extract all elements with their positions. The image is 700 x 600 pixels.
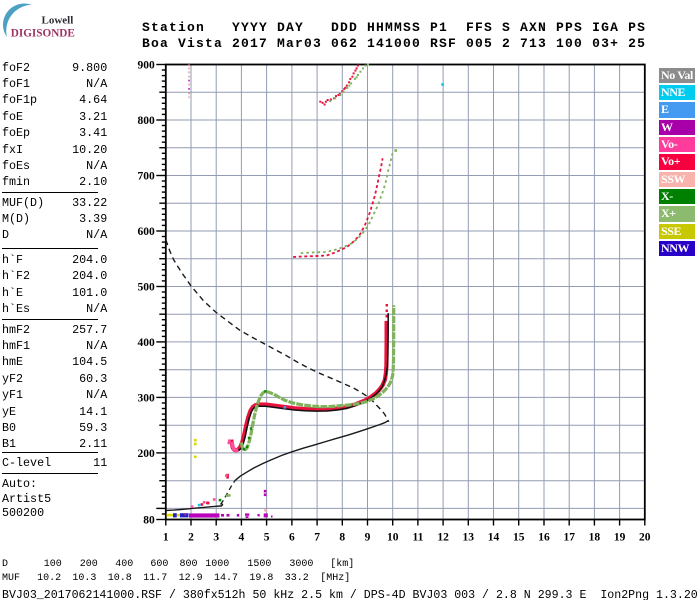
svg-text:700: 700 xyxy=(138,171,156,183)
svg-text:900: 900 xyxy=(138,60,156,72)
svg-text:10: 10 xyxy=(387,532,399,544)
svg-text:8: 8 xyxy=(339,532,345,544)
svg-text:7: 7 xyxy=(314,532,320,544)
svg-text:Lowell: Lowell xyxy=(42,15,74,27)
svg-text:600: 600 xyxy=(138,226,156,238)
svg-text:500: 500 xyxy=(138,282,156,294)
svg-text:2: 2 xyxy=(188,532,194,544)
svg-text:800: 800 xyxy=(138,115,156,127)
svg-text:16: 16 xyxy=(538,532,550,544)
svg-text:20: 20 xyxy=(639,532,651,544)
svg-text:80: 80 xyxy=(143,515,155,527)
svg-text:15: 15 xyxy=(513,532,525,544)
svg-text:400: 400 xyxy=(138,337,156,349)
svg-text:1: 1 xyxy=(163,532,169,544)
svg-text:12: 12 xyxy=(437,532,449,544)
svg-text:3: 3 xyxy=(213,532,219,544)
svg-text:13: 13 xyxy=(463,532,475,544)
svg-text:200: 200 xyxy=(138,448,156,460)
svg-text:18: 18 xyxy=(589,532,601,544)
svg-text:5: 5 xyxy=(264,532,270,544)
svg-text:11: 11 xyxy=(412,532,423,544)
svg-text:9: 9 xyxy=(365,532,371,544)
svg-text:19: 19 xyxy=(614,532,626,544)
svg-text:14: 14 xyxy=(488,532,500,544)
svg-text:4: 4 xyxy=(239,532,245,544)
svg-text:6: 6 xyxy=(289,532,295,544)
svg-text:17: 17 xyxy=(563,532,575,544)
svg-text:300: 300 xyxy=(138,392,156,404)
svg-text:DIGISONDE: DIGISONDE xyxy=(11,27,75,39)
